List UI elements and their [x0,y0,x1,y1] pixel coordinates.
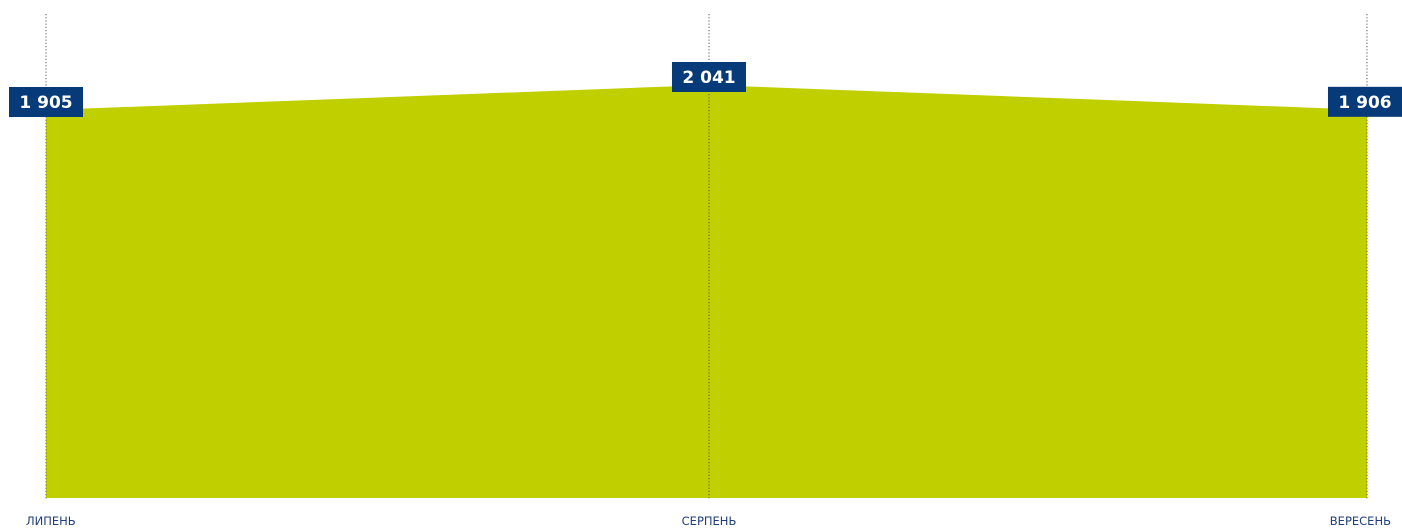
value-badge-1: 1 905 [9,87,83,117]
x-tick-label-1: ЛИПЕНЬ [26,514,76,528]
value-label: 1 906 [1338,93,1391,113]
value-badge-bg [1328,86,1402,117]
chart-area-fill [46,85,1367,498]
value-badge-bg [9,87,83,117]
x-axis-tick-labels: ЛИПЕНЬ СЕРПЕНЬ ВЕРЕСЕНЬ [26,514,1391,528]
value-badge-3: 1 906 [1328,86,1402,117]
value-label: 1 905 [19,93,72,113]
value-labels: 1 905 2 041 1 906 [9,62,1402,117]
x-tick-label-2: СЕРПЕНЬ [682,514,737,528]
value-badge-2: 2 041 [672,62,746,92]
value-label: 2 041 [682,68,735,88]
x-tick-label-3: ВЕРЕСЕНЬ [1330,514,1391,528]
value-badge-bg [672,62,746,92]
